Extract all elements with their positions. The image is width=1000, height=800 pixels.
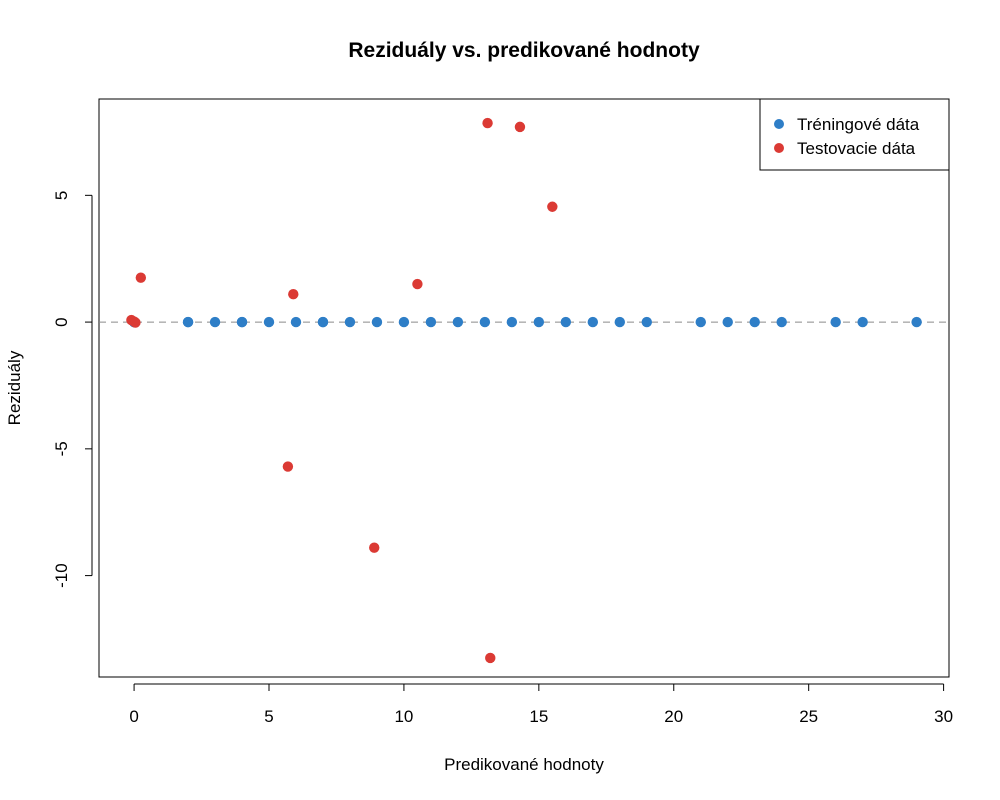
test-point <box>288 289 299 300</box>
plot-frame <box>98 98 950 678</box>
y-axis-label: Reziduály <box>5 350 24 425</box>
training-point <box>290 316 302 328</box>
training-point <box>533 316 545 328</box>
x-axis-label: Predikované hodnoty <box>444 755 604 774</box>
training-point <box>830 316 841 328</box>
points-layer <box>126 117 922 664</box>
y-axis: -10 -5 0 5 <box>52 191 93 588</box>
training-point <box>776 316 787 328</box>
y-tick-label: -10 <box>52 563 71 588</box>
legend: Tréningové dáta Testovacie dáta <box>759 98 950 171</box>
training-point <box>614 316 625 328</box>
training-point <box>182 316 194 328</box>
test-point <box>412 278 423 290</box>
training-point <box>911 316 922 328</box>
training-point <box>317 316 329 328</box>
training-point <box>209 316 221 328</box>
y-tick-label: -5 <box>52 441 71 456</box>
training-point <box>425 316 437 328</box>
training-point <box>749 316 760 328</box>
legend-label-training: Tréningové dáta <box>797 115 920 134</box>
x-tick-label: 0 <box>129 707 138 726</box>
test-point <box>282 461 294 472</box>
training-point <box>587 316 599 328</box>
training-point <box>263 316 275 328</box>
training-point <box>371 316 383 328</box>
test-point <box>482 117 493 129</box>
test-point <box>135 272 147 283</box>
test-point <box>547 201 558 212</box>
training-point <box>560 316 572 328</box>
x-tick-label: 5 <box>264 707 273 726</box>
legend-label-test: Testovacie dáta <box>797 139 916 158</box>
training-point <box>236 316 248 328</box>
x-tick-label: 15 <box>529 707 548 726</box>
test-point <box>485 652 496 664</box>
training-point <box>506 316 518 328</box>
test-point <box>369 542 380 553</box>
y-tick-label: 5 <box>52 191 71 200</box>
test-point <box>514 121 526 133</box>
training-point <box>479 316 491 328</box>
training-point <box>452 316 464 328</box>
test-point <box>130 317 141 328</box>
x-axis: 0 5 10 15 20 25 30 <box>129 683 953 726</box>
training-point <box>695 316 706 328</box>
x-tick-label: 20 <box>664 707 683 726</box>
legend-marker-training <box>774 119 784 129</box>
training-point <box>344 316 356 328</box>
x-tick-label: 10 <box>394 707 413 726</box>
legend-box <box>759 98 950 171</box>
legend-marker-test <box>774 143 784 153</box>
y-tick-label: 0 <box>52 317 71 326</box>
training-point <box>641 316 652 328</box>
training-point <box>398 316 410 328</box>
training-point <box>857 316 868 328</box>
x-tick-label: 30 <box>934 707 953 726</box>
chart-title: Reziduály vs. predikované hodnoty <box>348 39 700 62</box>
training-point <box>722 316 733 328</box>
x-tick-label: 25 <box>799 707 818 726</box>
